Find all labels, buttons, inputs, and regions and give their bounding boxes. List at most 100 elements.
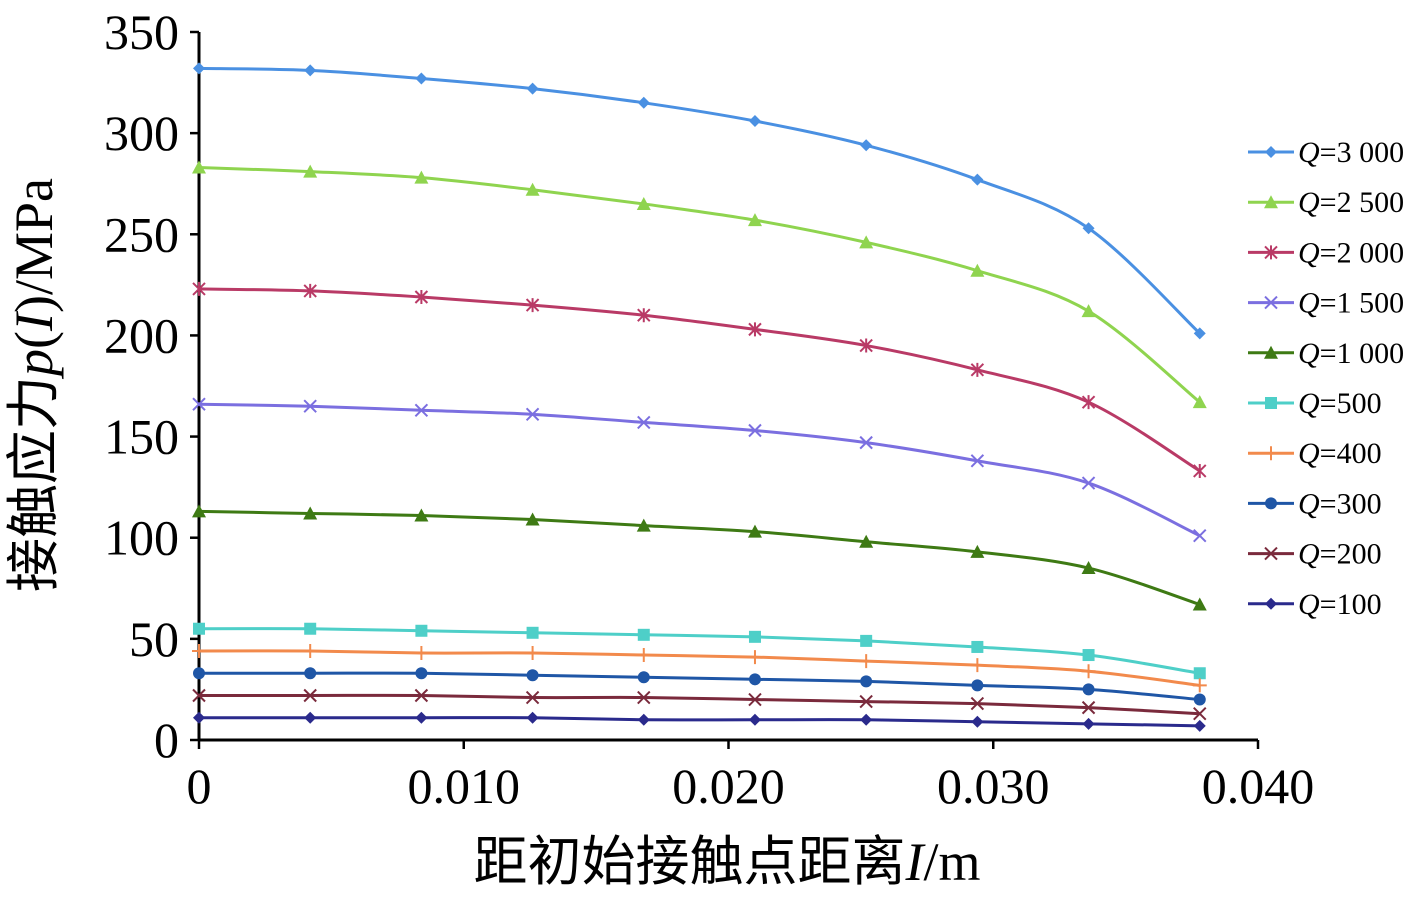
- axes: 0 50 100 150 200 250 300 350 0 0.010 0.020 0.030 0.0…: [104, 4, 1314, 814]
- data-point: [525, 407, 540, 422]
- legend-label: Q=300: [1298, 487, 1382, 520]
- data-point: [193, 622, 205, 635]
- series-1500: [192, 397, 1207, 543]
- data-point: [970, 696, 985, 711]
- series-300: [193, 667, 1206, 706]
- data-point: [415, 711, 428, 724]
- legend-label: Q=500: [1298, 387, 1382, 420]
- series-3000: [193, 62, 1206, 340]
- data-point: [859, 435, 873, 450]
- legend-marker: [1264, 245, 1278, 260]
- data-point: [1193, 706, 1207, 721]
- legend-entry: Q=1 500: [1248, 287, 1404, 320]
- data-point: [525, 298, 540, 313]
- series-line: [198, 402, 1201, 538]
- data-point: [1082, 649, 1095, 662]
- data-point: [303, 506, 318, 520]
- data-point: [637, 96, 650, 109]
- x-tick-label: 0.040: [1202, 758, 1315, 814]
- data-point: [303, 283, 317, 298]
- legend-marker: [1265, 497, 1277, 510]
- legend-entry: Q=500: [1248, 387, 1382, 420]
- y-axis-title-unit: /MPa: [4, 178, 64, 295]
- y-axis-title: 接触应力p(I)/MPa: [4, 178, 64, 592]
- x-axis-title-var: I: [905, 832, 927, 892]
- legend-label: Q=100: [1298, 588, 1382, 621]
- series-line: [198, 287, 1201, 473]
- x-tick-label: 0: [187, 758, 212, 814]
- y-tick-label: 300: [104, 105, 179, 161]
- data-point: [192, 281, 206, 296]
- data-point: [192, 643, 206, 658]
- data-point: [526, 669, 539, 682]
- data-point: [414, 688, 429, 703]
- data-point: [304, 667, 317, 680]
- data-point: [636, 196, 651, 210]
- data-point: [192, 688, 206, 703]
- series-2000: [192, 281, 1207, 478]
- legend-marker: [1265, 146, 1277, 158]
- y-axis-title-var: p: [4, 349, 64, 380]
- data-point: [1081, 395, 1096, 410]
- data-point: [1081, 476, 1096, 490]
- legend-entry: Q=1 000: [1248, 337, 1404, 370]
- data-point: [1193, 719, 1206, 732]
- data-point: [192, 397, 206, 411]
- legend-entry: Q=400: [1248, 437, 1382, 470]
- data-point: [637, 415, 651, 430]
- legend-marker: [1264, 446, 1278, 461]
- data-point: [636, 518, 651, 532]
- series-line: [198, 627, 1201, 675]
- data-point: [748, 115, 761, 128]
- data-point: [304, 711, 317, 724]
- series-line: [198, 649, 1200, 687]
- data-point: [859, 338, 873, 353]
- series-500: [193, 622, 1206, 680]
- data-point: [1082, 222, 1095, 235]
- legend-marker: [1265, 397, 1277, 409]
- data-point: [415, 72, 428, 85]
- data-point: [1193, 327, 1206, 340]
- data-point: [637, 690, 651, 705]
- data-point: [747, 650, 762, 665]
- legend-marker: [1264, 546, 1278, 561]
- data-point: [304, 64, 317, 77]
- data-point: [970, 362, 985, 377]
- series-line: [199, 693, 1200, 716]
- y-tick-label: 350: [104, 4, 179, 60]
- data-point: [860, 675, 873, 688]
- legend-entry: Q=2 000: [1248, 236, 1404, 269]
- data-point: [748, 630, 761, 643]
- legend: Q=3 000 Q=2 500 Q=2 000 Q=1 500 Q=1 000 Q=500…: [1248, 136, 1404, 621]
- data-point: [414, 508, 429, 522]
- data-point: [1081, 561, 1096, 575]
- x-tick-label: 0.020: [672, 758, 785, 814]
- legend-label: Q=1 500: [1298, 287, 1404, 320]
- series-line: [198, 716, 1200, 728]
- data-point: [637, 628, 650, 641]
- data-point: [193, 62, 205, 75]
- data-point: [1192, 678, 1207, 693]
- y-tick-label: 50: [129, 611, 179, 667]
- data-point: [860, 139, 873, 152]
- data-point: [414, 170, 429, 184]
- series-line: [198, 509, 1201, 606]
- data-point: [303, 688, 317, 703]
- data-point: [1082, 717, 1095, 730]
- data-point: [859, 654, 874, 669]
- x-axis-title: 距初始接触点距离I/m: [474, 832, 981, 892]
- data-point: [1081, 304, 1096, 318]
- series-layer: [192, 62, 1207, 732]
- series-100: [193, 711, 1206, 732]
- series-1000: [192, 504, 1207, 611]
- data-point: [1081, 664, 1096, 679]
- data-point: [303, 399, 317, 413]
- data-point: [1192, 597, 1207, 611]
- data-point: [303, 643, 318, 658]
- data-point: [193, 711, 205, 724]
- y-tick-label: 100: [104, 510, 179, 566]
- data-point: [414, 403, 429, 417]
- y-axis-title-main: 接触应力: [4, 376, 64, 592]
- data-point: [636, 648, 651, 663]
- data-point: [1081, 700, 1096, 715]
